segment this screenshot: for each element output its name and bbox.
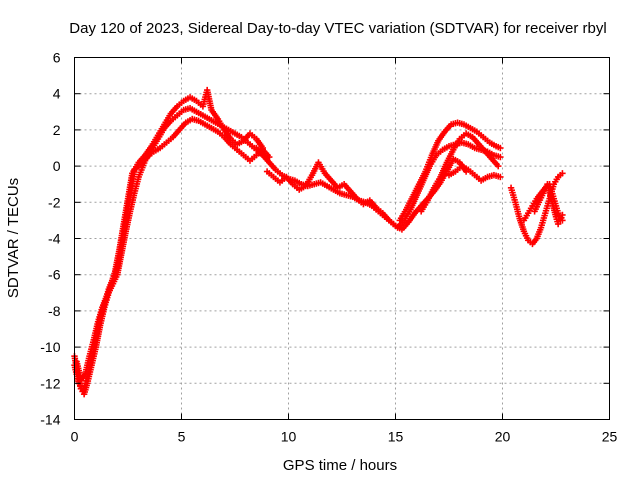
data-point-sat-track-g [495,162,502,170]
y-tick-label: -8 [48,303,61,319]
y-tick-label: -14 [40,412,60,428]
x-tick-label: 25 [602,429,618,445]
y-tick-label: -4 [48,231,61,247]
y-tick-label: 0 [53,158,61,174]
data-point-sat-track-k [554,220,562,228]
y-tick-label: 4 [53,86,61,102]
x-tick-label: 0 [71,429,79,445]
x-tick-label: 15 [388,429,404,445]
data-point-sat-track-f [497,144,504,152]
data-point-sat-track-k [559,211,566,219]
grid-lines [74,57,610,420]
chart-title: Day 120 of 2023, Sidereal Day-to-day VTE… [69,20,606,37]
y-axis-label: SDTVAR / TECUs [5,178,22,298]
data-point-sat-track-d [497,153,504,161]
y-tick-label: -2 [48,194,61,210]
data-point-sat-track-h [497,173,504,181]
y-tick-label: 6 [53,50,61,66]
x-axis-label: GPS time / hours [283,457,397,474]
y-tick-label: -10 [40,339,60,355]
y-tick-label: -12 [40,375,60,391]
x-tick-label: 5 [178,429,186,445]
y-tick-label: 2 [53,122,61,138]
x-tick-label: 10 [281,429,297,445]
data-point-sat-track-i [559,170,566,177]
data-marks [71,86,566,398]
y-tick-label: -6 [48,267,61,283]
x-tick-label: 20 [495,429,511,445]
axis-ticks: 0 5 10 15 20 25 -14 -12 -10 -8 -6 -4 -2 0 2 4 6 [40,50,617,445]
